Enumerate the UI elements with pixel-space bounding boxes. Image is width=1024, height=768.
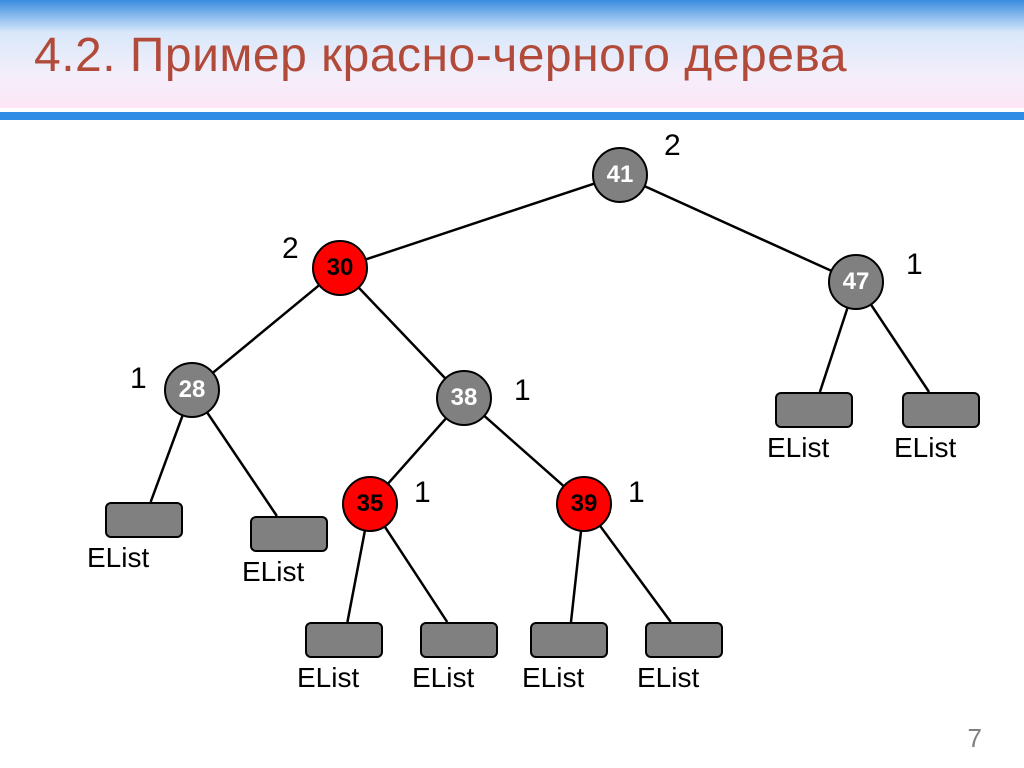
tree-node-38: 38: [436, 370, 492, 426]
node-annotation: 1: [906, 248, 923, 282]
leaf-label: EList: [412, 662, 474, 694]
tree-edge: [358, 287, 445, 379]
tree-node-30: 30: [312, 240, 368, 296]
tree-leaf: [645, 622, 723, 658]
node-annotation: 2: [282, 232, 299, 266]
tree-edge: [484, 416, 564, 487]
tree-edge: [347, 530, 365, 622]
leaf-label: EList: [894, 432, 956, 464]
tree-node-35: 35: [342, 476, 398, 532]
tree-node-39: 39: [556, 476, 612, 532]
tree-edge: [871, 304, 929, 392]
leaf-label: EList: [297, 662, 359, 694]
tree-leaf: [420, 622, 498, 658]
tree-leaf: [105, 502, 183, 538]
tree-leaf: [775, 392, 853, 428]
tree-leaf: [902, 392, 980, 428]
tree-edge: [207, 412, 277, 516]
tree-edge: [600, 525, 671, 622]
slide: { "slide": { "title": "4.2. Пример красн…: [0, 0, 1024, 768]
tree-node-47: 47: [828, 254, 884, 310]
node-annotation: 1: [414, 476, 431, 510]
leaf-label: EList: [637, 662, 699, 694]
slide-title: 4.2. Пример красно-черного дерева: [34, 28, 847, 83]
leaf-label: EList: [767, 432, 829, 464]
node-annotation: 1: [628, 476, 645, 510]
tree-edge: [644, 186, 832, 271]
page-number: 7: [968, 723, 982, 754]
tree-edge: [571, 530, 581, 622]
tree-leaf: [305, 622, 383, 658]
leaf-label: EList: [522, 662, 584, 694]
tree-edge: [365, 183, 595, 259]
node-annotation: 2: [664, 129, 681, 163]
node-annotation: 1: [514, 374, 531, 408]
tree-edge: [820, 307, 848, 392]
tree-edge: [151, 415, 183, 502]
node-annotation: 1: [130, 362, 147, 396]
tree-node-41: 41: [592, 147, 648, 203]
header-rule: [0, 112, 1024, 120]
tree-edge: [385, 526, 448, 622]
leaf-label: EList: [87, 542, 149, 574]
tree-leaf: [250, 516, 328, 552]
leaf-label: EList: [242, 556, 304, 588]
tree-node-28: 28: [164, 362, 220, 418]
tree-edge: [388, 418, 447, 484]
tree-edge: [213, 285, 320, 373]
tree-leaf: [530, 622, 608, 658]
